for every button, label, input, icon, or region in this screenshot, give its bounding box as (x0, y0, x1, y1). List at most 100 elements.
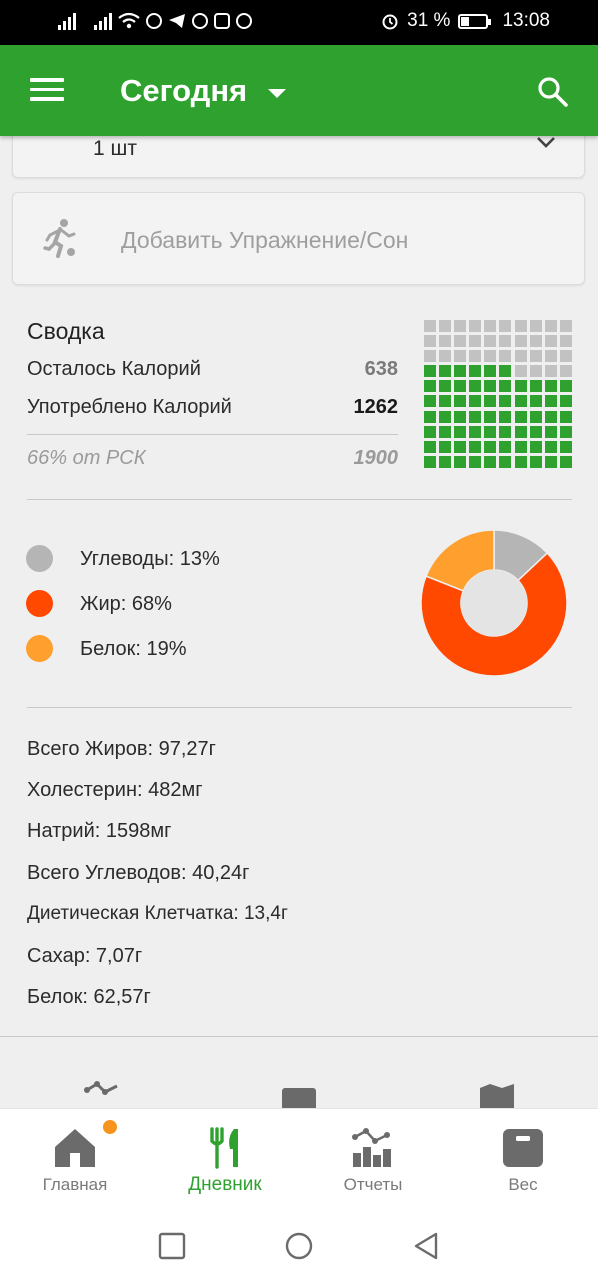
bottom-navigation: Главная Дневник Отчеты Вес (0, 1108, 598, 1211)
calorie-grid-cell (544, 410, 557, 423)
calorie-grid-cell (559, 395, 572, 408)
menu-icon[interactable] (30, 78, 64, 104)
calorie-grid-cell (559, 410, 572, 423)
recent-apps-icon[interactable] (157, 1231, 187, 1261)
calorie-grid-cell (544, 455, 557, 468)
calorie-grid-cell (439, 410, 452, 423)
calorie-grid-cell (559, 455, 572, 468)
calorie-progress-grid (424, 320, 572, 468)
viber-icon (146, 13, 162, 29)
calorie-grid-cell (469, 350, 482, 363)
divider (27, 707, 572, 708)
nutrient-total-fat: Всего Жиров: 97,27г (27, 738, 216, 760)
date-dropdown-icon[interactable] (268, 89, 286, 98)
nav-reports-label: Отчеты (343, 1175, 403, 1194)
nav-reports[interactable]: Отчеты (298, 1109, 448, 1212)
nutrient-sodium: Натрий: 1598мг (27, 820, 172, 842)
divider (27, 434, 398, 435)
rsk-target-value: 1900 (353, 447, 399, 469)
calorie-grid-cell (424, 395, 436, 408)
home-icon (55, 1129, 95, 1167)
telegram-icon (169, 14, 185, 28)
calorie-grid-cell (514, 425, 527, 438)
calorie-grid-cell (454, 410, 467, 423)
calorie-grid-cell (544, 365, 557, 378)
calorie-grid-cell (454, 350, 467, 363)
calorie-grid-cell (544, 380, 557, 393)
calorie-grid-cell (484, 335, 497, 348)
calorie-grid-cell (439, 395, 452, 408)
calorie-grid-cell (559, 365, 572, 378)
viber-icon (236, 13, 252, 29)
calorie-grid-cell (439, 335, 452, 348)
calorie-grid-cell (499, 440, 512, 453)
calorie-grid-cell (544, 350, 557, 363)
remaining-calories-label: Осталось Калорий (27, 358, 201, 380)
calorie-grid-cell (499, 455, 512, 468)
calorie-grid-cell (454, 455, 467, 468)
calorie-grid-cell (469, 410, 482, 423)
calorie-grid-cell (499, 395, 512, 408)
calorie-grid-cell (484, 425, 497, 438)
serving-quantity: 1 шт (93, 137, 137, 160)
calorie-grid-cell (514, 440, 527, 453)
calorie-grid-cell (469, 455, 482, 468)
search-icon[interactable] (537, 76, 569, 108)
scale-icon (503, 1129, 543, 1167)
add-exercise-button[interactable]: Добавить Упражнение/Сон (12, 192, 585, 285)
add-exercise-label: Добавить Упражнение/Сон (121, 227, 409, 253)
calorie-grid-cell (499, 350, 512, 363)
nav-home-label: Главная (42, 1175, 108, 1194)
nav-diary[interactable]: Дневник (150, 1109, 300, 1212)
calorie-grid-cell (484, 320, 497, 332)
calorie-grid-cell (559, 335, 572, 348)
calorie-grid-cell (484, 380, 497, 393)
calorie-grid-cell (439, 425, 452, 438)
calorie-grid-cell (484, 440, 497, 453)
calorie-grid-cell (454, 335, 467, 348)
calorie-grid-cell (499, 380, 512, 393)
calorie-grid-cell (514, 335, 527, 348)
calorie-grid-cell (469, 395, 482, 408)
fat-legend-label: Жир: 68% (80, 593, 172, 615)
divider (27, 499, 572, 500)
calorie-grid-cell (514, 410, 527, 423)
nav-home[interactable]: Главная (0, 1109, 150, 1212)
nutrient-sugar: Сахар: 7,07г (27, 945, 143, 967)
reports-icon (352, 1128, 391, 1167)
calorie-grid-cell (454, 380, 467, 393)
calorie-grid-cell (559, 350, 572, 363)
calorie-grid-cell (484, 350, 497, 363)
map-icon (480, 1084, 514, 1108)
divider (0, 1036, 598, 1037)
fork-knife-icon (210, 1127, 238, 1169)
calorie-grid-cell (559, 440, 572, 453)
calorie-grid-cell (529, 395, 542, 408)
calorie-grid-cell (499, 320, 512, 332)
notification-badge (103, 1120, 117, 1134)
page-title[interactable]: Сегодня (120, 73, 248, 108)
calorie-grid-cell (529, 365, 542, 378)
calorie-grid-cell (454, 395, 467, 408)
battery-icon (458, 13, 492, 29)
calorie-grid-cell (499, 410, 512, 423)
calorie-grid-cell (514, 365, 527, 378)
nav-diary-label: Дневник (188, 1174, 262, 1195)
calorie-grid-cell (424, 425, 436, 438)
app-icon (192, 13, 208, 29)
chevron-down-icon[interactable] (536, 135, 556, 149)
calorie-grid-cell (484, 395, 497, 408)
nutrient-protein: Белок: 62,57г (27, 986, 151, 1008)
calorie-grid-cell (514, 455, 527, 468)
calorie-grid-cell (439, 380, 452, 393)
calorie-grid-cell (514, 380, 527, 393)
consumed-calories-label: Употреблено Калорий (27, 396, 232, 418)
calorie-grid-cell (439, 350, 452, 363)
home-button-icon[interactable] (284, 1231, 314, 1261)
calorie-grid-cell (454, 320, 467, 332)
macro-donut-chart (420, 529, 568, 677)
signal-icon (58, 12, 76, 30)
back-icon[interactable] (411, 1231, 441, 1261)
nav-weight[interactable]: Вес (448, 1109, 598, 1212)
calorie-grid-cell (529, 455, 542, 468)
